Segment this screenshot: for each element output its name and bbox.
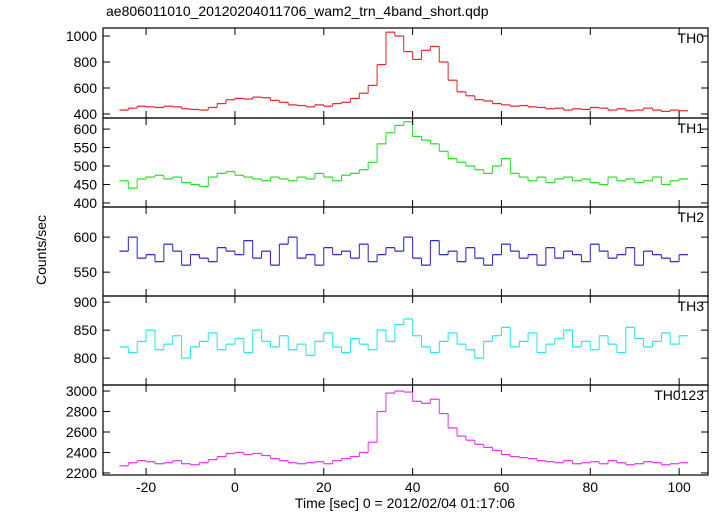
- x-axis-label: Time [sec] 0 = 2012/02/04 01:17:06: [295, 495, 515, 511]
- x-tick-label: 20: [316, 479, 332, 495]
- x-tick-label: 100: [667, 479, 691, 495]
- y-tick-label: 600: [74, 121, 98, 137]
- y-tick-label: 550: [74, 140, 98, 156]
- y-tick-label: 850: [74, 322, 98, 338]
- panel-label: TH0: [678, 30, 705, 46]
- x-tick-label: 0: [231, 479, 239, 495]
- panel-frame: [102, 295, 709, 386]
- y-tick-label: 800: [74, 54, 98, 70]
- y-tick-label: 2800: [66, 404, 97, 420]
- y-tick-label: 2400: [66, 444, 97, 460]
- chart-title: ae806011010_20120204011706_wam2_trn_4ban…: [106, 3, 489, 19]
- panel-frame: [102, 117, 709, 208]
- x-tick-label: 80: [582, 479, 598, 495]
- panel-label: TH0123: [654, 387, 704, 403]
- panel-frame: [102, 27, 709, 119]
- y-tick-label: 600: [74, 229, 98, 245]
- panel-frame: [102, 206, 709, 297]
- y-tick-label: 400: [74, 106, 98, 122]
- y-tick-label: 2600: [66, 424, 97, 440]
- y-tick-label: 2200: [66, 465, 97, 481]
- panel-label: TH2: [678, 209, 705, 225]
- y-tick-label: 450: [74, 176, 98, 192]
- y-tick-label: 600: [74, 80, 98, 96]
- y-axis-label: Counts/sec: [33, 215, 49, 285]
- y-tick-label: 900: [74, 294, 98, 310]
- panel-frame: [102, 384, 709, 476]
- panel-label: TH1: [678, 120, 705, 136]
- panel-label: TH3: [678, 298, 705, 314]
- y-tick-label: 550: [74, 264, 98, 280]
- x-tick-label: 60: [494, 479, 510, 495]
- y-tick-label: 500: [74, 158, 98, 174]
- x-tick-label: 40: [405, 479, 421, 495]
- y-tick-label: 400: [74, 195, 98, 211]
- y-tick-label: 3000: [66, 383, 97, 399]
- x-tick-label: -20: [136, 479, 156, 495]
- y-tick-label: 800: [74, 350, 98, 366]
- y-tick-label: 1000: [66, 28, 97, 44]
